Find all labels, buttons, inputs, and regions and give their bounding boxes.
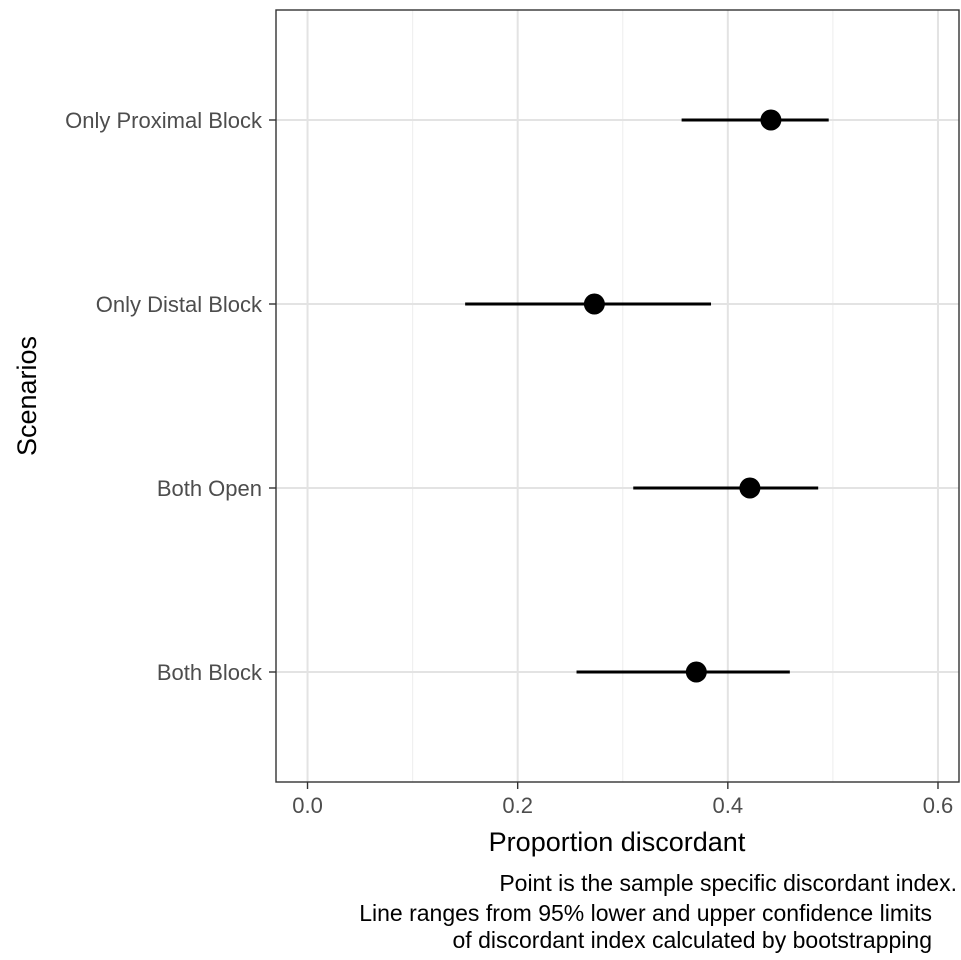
caption-line-2: Line ranges from 95% lower and upper con… [359, 900, 932, 926]
estimate-point [583, 293, 605, 315]
y-tick-label: Only Distal Block [96, 292, 263, 317]
x-axis-title: Proportion discordant [489, 827, 746, 857]
y-tick-label: Only Proximal Block [65, 108, 263, 133]
y-tick-label: Both Block [157, 660, 263, 685]
x-tick-label: 0.2 [502, 793, 533, 818]
x-tick-label: 0.4 [713, 793, 744, 818]
estimate-point [739, 477, 761, 499]
caption-line-1: Point is the sample specific discordant … [499, 870, 957, 896]
estimate-point [685, 661, 707, 683]
y-axis-title: Scenarios [12, 336, 42, 456]
x-tick-label: 0.0 [292, 793, 323, 818]
caption-line-3: of discordant index calculated by bootst… [453, 927, 932, 953]
marks-layer [465, 109, 829, 683]
estimate-point [760, 109, 782, 131]
y-tick-label: Both Open [157, 476, 262, 501]
x-tick-label: 0.6 [923, 793, 954, 818]
axis-layer: 0.0 0.2 0.4 0.6 Only Proximal Block Only Dist… [65, 108, 953, 818]
panel-border [275, 9, 960, 783]
caption: Point is the sample specific discordant … [359, 870, 957, 953]
